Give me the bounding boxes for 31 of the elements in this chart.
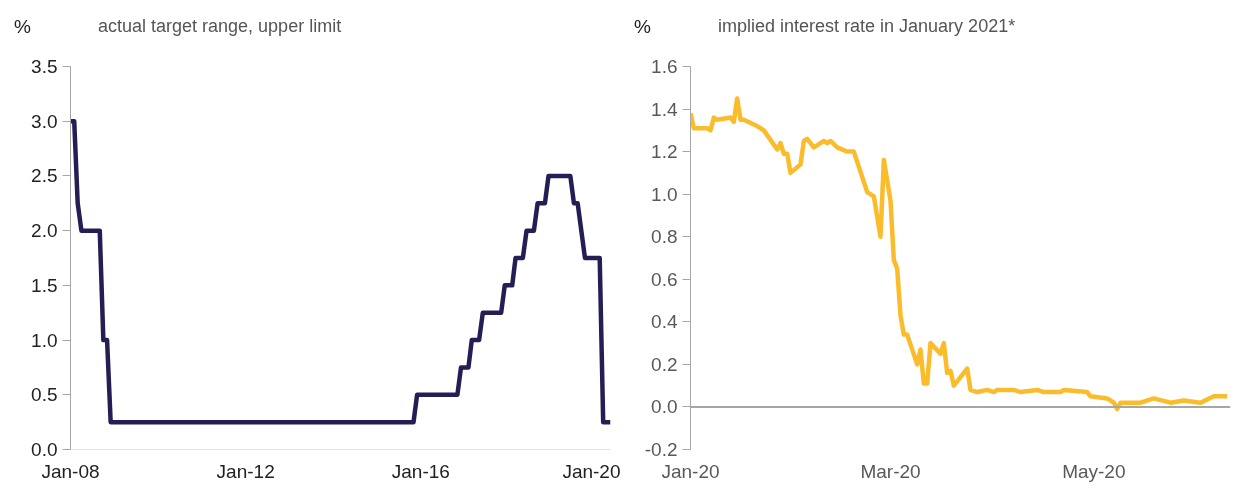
chart-title: implied interest rate in January 2021*	[718, 15, 1016, 39]
y-tick-label: 3.5	[31, 56, 58, 77]
x-tick-label: Jan-16	[391, 460, 450, 482]
y-tick-label: 2.0	[31, 220, 58, 242]
y-tick-label: 1.2	[651, 141, 678, 163]
line-series	[70, 118, 611, 425]
y-tick-label: 1.0	[651, 183, 678, 205]
x-tick-label: Mar-20	[860, 460, 921, 482]
x-tick-label: May-20	[1062, 460, 1126, 482]
y-tick-label: 3.0	[31, 110, 58, 132]
y-tick-label: 0.8	[651, 226, 678, 248]
y-tick-label: 1.5	[31, 274, 58, 296]
x-tick-label: Jan-20	[562, 460, 621, 482]
x-tick-label: Jan-20	[661, 460, 720, 482]
y-tick-label: 0.5	[31, 384, 58, 406]
x-tick-label: Jan-08	[41, 460, 100, 482]
y-tick-label: 1.6	[651, 56, 678, 77]
y-tick-label: 1.4	[651, 98, 678, 120]
y-tick-label: 0.0	[31, 439, 58, 460]
y-tick-label: 0.6	[651, 268, 678, 290]
y-tick-label: 1.0	[31, 329, 58, 351]
y-axis-title: %	[634, 14, 652, 39]
y-axis-title: %	[14, 14, 32, 39]
y-tick-label: 0.2	[651, 353, 678, 375]
line-series	[690, 96, 1230, 412]
y-tick-label: 2.5	[31, 165, 58, 187]
x-tick-label: Jan-12	[216, 460, 275, 482]
chart-title: actual target range, upper limit	[98, 15, 342, 39]
y-tick-label: 0.4	[651, 311, 678, 333]
y-tick-label: -0.2	[644, 439, 678, 460]
y-tick-label: 0.0	[651, 396, 678, 418]
